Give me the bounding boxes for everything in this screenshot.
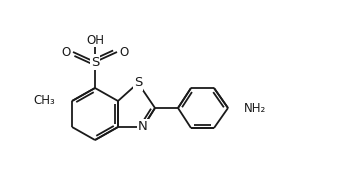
Text: O: O: [119, 45, 128, 58]
Text: O: O: [62, 45, 71, 58]
Text: N: N: [138, 121, 148, 134]
Text: NH₂: NH₂: [244, 102, 266, 115]
Text: S: S: [91, 56, 99, 69]
Text: S: S: [134, 76, 142, 89]
Text: OH: OH: [86, 34, 104, 47]
Text: CH₃: CH₃: [33, 94, 55, 107]
